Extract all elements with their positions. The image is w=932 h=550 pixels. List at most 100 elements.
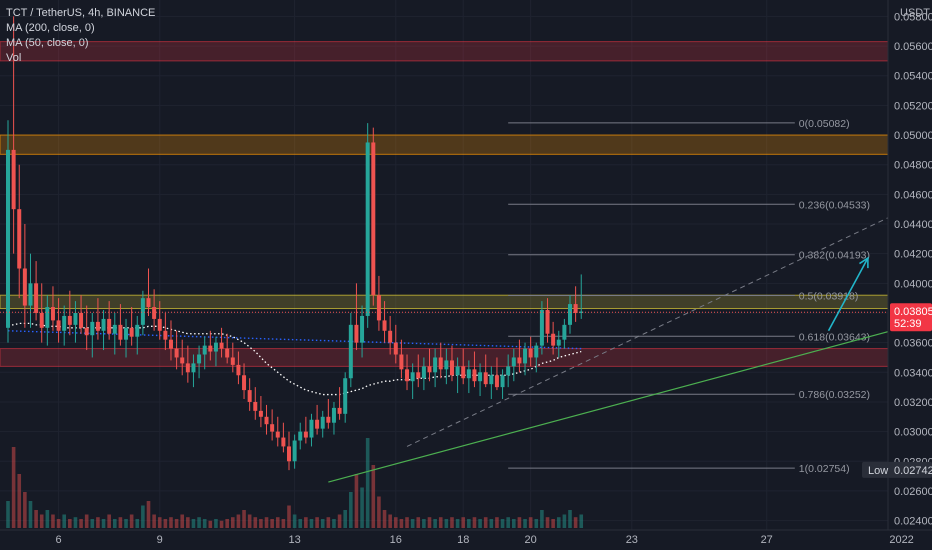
price-axis-bg bbox=[888, 0, 932, 550]
price-axis[interactable]: 0.024000.026000.028000.030000.032000.034… bbox=[862, 0, 932, 550]
volume-bar bbox=[107, 514, 111, 528]
candle-body bbox=[163, 330, 168, 340]
candle-body bbox=[270, 424, 275, 432]
time-tick-label: 16 bbox=[390, 534, 402, 546]
volume-bar bbox=[39, 514, 44, 528]
volume-legend[interactable]: Vol bbox=[6, 52, 22, 64]
candle-body bbox=[174, 348, 179, 358]
fib-level-label: 1(0.02754) bbox=[799, 463, 850, 475]
volume-bar bbox=[540, 510, 544, 528]
volume-bar bbox=[354, 474, 359, 528]
volume-bar bbox=[219, 520, 224, 528]
time-tick-label: 20 bbox=[525, 534, 537, 546]
volume-bar bbox=[371, 465, 376, 528]
candle-body bbox=[376, 295, 381, 321]
volume-bar bbox=[281, 519, 286, 528]
fib-level-label: 0.786(0.03252) bbox=[799, 389, 870, 401]
price-tick-label: 0.05600 bbox=[894, 41, 932, 53]
candle-body bbox=[348, 324, 353, 379]
candle-body bbox=[444, 360, 449, 370]
fib-level-label: 0.618(0.03643) bbox=[799, 331, 870, 343]
volume-bar bbox=[23, 492, 27, 528]
price-tick-label: 0.04200 bbox=[894, 249, 932, 261]
candle-body bbox=[382, 320, 387, 331]
volume-bar bbox=[259, 519, 263, 528]
candle-body bbox=[197, 354, 202, 364]
volume-bar bbox=[309, 519, 314, 528]
volume-bar bbox=[191, 519, 196, 528]
candle-body bbox=[534, 345, 539, 358]
volume-bar bbox=[388, 514, 392, 528]
symbol-title[interactable]: TCT / TetherUS, 4h, BINANCE bbox=[6, 7, 156, 19]
candle-body bbox=[281, 437, 286, 447]
volume-bar bbox=[337, 514, 342, 528]
volume-bar bbox=[6, 501, 10, 528]
arrow-head-icon bbox=[859, 256, 869, 269]
low-value: 0.02742 bbox=[894, 465, 932, 477]
volume-bar bbox=[326, 517, 331, 528]
candle-body bbox=[17, 209, 22, 269]
time-tick-label: 18 bbox=[457, 534, 469, 546]
candle-body bbox=[11, 149, 16, 210]
volume-bar bbox=[298, 519, 303, 528]
candle-body bbox=[67, 315, 72, 325]
volume-bar bbox=[472, 517, 477, 528]
candle-body bbox=[225, 348, 230, 358]
volume-bar bbox=[118, 517, 123, 528]
volume-bar bbox=[377, 496, 381, 528]
candle-body bbox=[118, 324, 123, 340]
volume-bar bbox=[534, 519, 539, 528]
volume-bar bbox=[360, 487, 364, 528]
candle-body bbox=[129, 327, 134, 337]
candle-body bbox=[337, 407, 342, 414]
volume-bar bbox=[551, 519, 555, 528]
volume-bar bbox=[180, 514, 185, 528]
volume-bar bbox=[349, 492, 353, 528]
volume-bar bbox=[382, 510, 387, 528]
candle-body bbox=[472, 369, 477, 382]
candle-body bbox=[489, 375, 494, 385]
volume-bar bbox=[556, 517, 561, 528]
volume-bar bbox=[62, 514, 66, 528]
candle-body bbox=[298, 431, 303, 441]
candle-body bbox=[135, 324, 140, 337]
ma200-legend[interactable]: MA (200, close, 0) bbox=[6, 22, 95, 34]
volume-bar bbox=[579, 514, 584, 528]
ma50-legend[interactable]: MA (50, close, 0) bbox=[6, 37, 89, 49]
volume-bar bbox=[422, 519, 426, 528]
candle-body bbox=[90, 321, 95, 336]
price-tick-label: 0.02600 bbox=[894, 486, 932, 498]
volume-bar bbox=[17, 474, 22, 528]
bar-countdown: 52:39 bbox=[894, 318, 922, 330]
volume-bar bbox=[253, 517, 258, 528]
price-tick-label: 0.04600 bbox=[894, 189, 932, 201]
candle-body bbox=[258, 410, 263, 417]
fibonacci-retracement[interactable]: 0(0.05082) 0.236(0.04533) 0.382(0.04193) 0.… bbox=[508, 118, 870, 475]
time-axis[interactable]: 6913161820232720224710 bbox=[0, 529, 932, 550]
volume-bar bbox=[157, 517, 162, 528]
candle-body bbox=[360, 315, 365, 343]
volume-bar bbox=[438, 517, 443, 528]
candle-body bbox=[112, 324, 117, 334]
volume-bar bbox=[34, 510, 38, 528]
drawings-layer[interactable] bbox=[0, 123, 932, 483]
volume-bar bbox=[101, 519, 106, 528]
volume-bar bbox=[287, 505, 291, 528]
candle-body bbox=[399, 354, 404, 370]
volume-bar bbox=[427, 517, 432, 528]
candle-body bbox=[242, 375, 247, 391]
candle-body bbox=[354, 324, 359, 343]
candle-body bbox=[185, 363, 190, 373]
volume-bar bbox=[320, 519, 325, 528]
candle-body bbox=[315, 419, 320, 429]
candle-body bbox=[466, 369, 471, 379]
volume-bar bbox=[186, 517, 190, 528]
volume-bar bbox=[512, 519, 516, 528]
time-tick-label: 6 bbox=[56, 534, 62, 546]
volume-bar bbox=[270, 519, 274, 528]
volume-bar bbox=[399, 519, 404, 528]
volume-bar bbox=[174, 519, 179, 528]
volume-bar bbox=[135, 519, 140, 528]
